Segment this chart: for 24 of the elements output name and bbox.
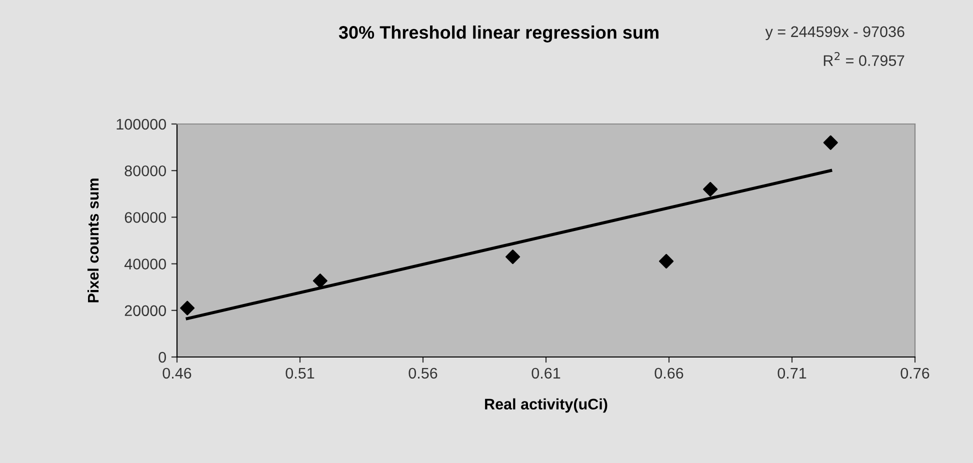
point [703, 182, 718, 197]
x-tick-label: 0.71 [778, 368, 806, 379]
point [659, 254, 674, 269]
point [180, 300, 195, 316]
x-tick-label: 0.56 [408, 368, 438, 379]
y-tick-label: 40000 [124, 258, 166, 270]
x-tick-label: 0.76 [900, 368, 930, 379]
y-tick-label: 80000 [124, 165, 166, 176]
y-tick-label: 100000 [116, 118, 166, 130]
text: y = 244599x - 97036 [765, 26, 904, 40]
x-tick-label: 0.66 [654, 368, 684, 379]
point [506, 250, 520, 264]
x-tick-label: 0.51 [286, 368, 314, 379]
y-tick-label: 0 [158, 352, 166, 363]
y-tick-label: 20000 [124, 305, 166, 316]
point [312, 274, 328, 288]
x-axis-title: Real activity(uCi) [485, 398, 608, 413]
x-tick-label: 0.46 [162, 368, 192, 379]
text: R$^{2}$ = 0.7957 [824, 52, 904, 66]
y-axis-title: Pixel counts sum [87, 178, 99, 302]
x-tick-label: 0.61 [532, 368, 560, 379]
chart-title: 30% Threshold linear regression sum [338, 26, 658, 42]
y-tick-label: 60000 [124, 212, 166, 223]
point [823, 135, 838, 150]
